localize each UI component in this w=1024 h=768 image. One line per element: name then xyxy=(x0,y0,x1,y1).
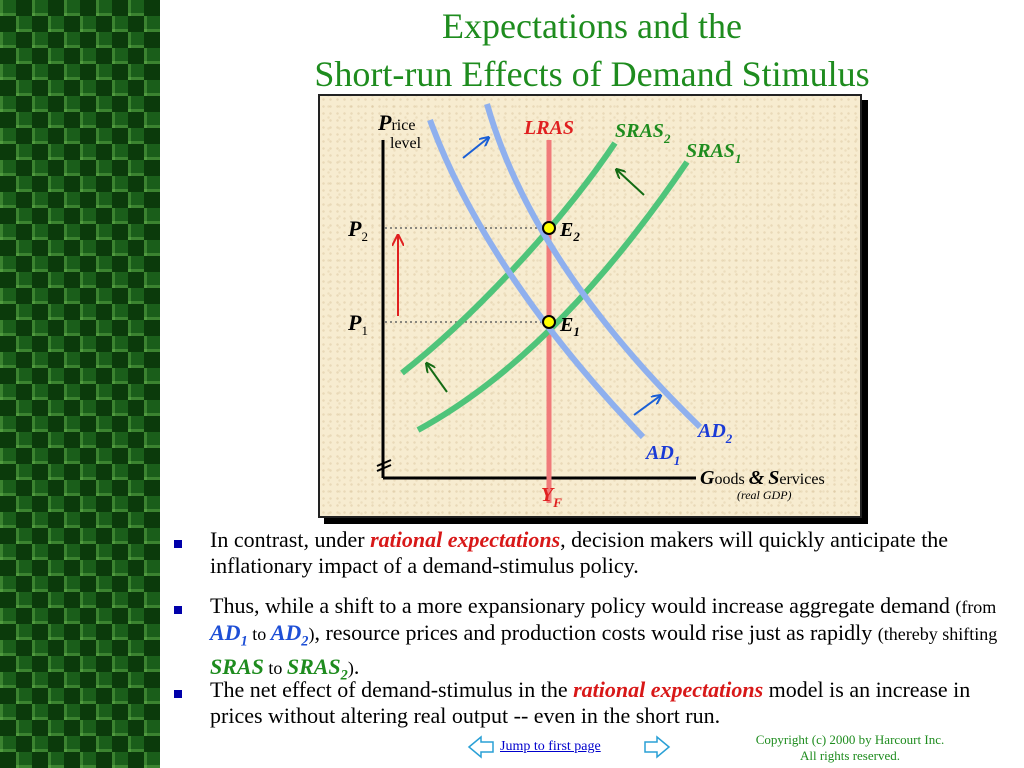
slide-title-line2: Short-run Effects of Demand Stimulus xyxy=(314,54,870,94)
ad2-curve xyxy=(484,103,703,430)
sras-shift-arrow-icon-bottom xyxy=(427,364,448,393)
axis-break-icon xyxy=(376,459,392,472)
sras1-label: SRAS1 xyxy=(686,140,741,166)
ad-shift-arrow-icon-bottom xyxy=(633,396,660,416)
bullet-text-1: In contrast, under rational expectations… xyxy=(210,527,949,578)
p2-label: P2 xyxy=(347,216,368,244)
copyright-notice: Copyright (c) 2000 by Harcourt Inc. All … xyxy=(700,732,1000,764)
decorative-sidebar xyxy=(0,0,160,768)
sras-shift-arrow-icon-top xyxy=(617,170,645,196)
y-axis-label-line2: level xyxy=(390,135,422,152)
y-axis-label: Price xyxy=(377,110,415,135)
sras2-curve xyxy=(400,141,618,376)
e2-label: E2 xyxy=(559,219,580,244)
ad1-curve xyxy=(427,118,646,440)
bullet-text-3: The net effect of demand-stimulus in the… xyxy=(210,677,971,728)
ad2-label: AD2 xyxy=(696,420,733,446)
copyright-line1: Copyright (c) 2000 by Harcourt Inc. xyxy=(755,732,945,747)
bullet-marker-icon xyxy=(174,540,182,548)
e1-label: E1 xyxy=(559,314,580,339)
p1-label: P1 xyxy=(347,310,368,338)
copyright-line2: All rights reserved. xyxy=(799,748,900,763)
next-arrow-icon[interactable] xyxy=(643,735,671,759)
jump-to-first-page-link[interactable]: Jump to first page xyxy=(500,739,601,754)
ad-shift-arrow-icon-top xyxy=(462,138,488,159)
equilibrium-point-e2 xyxy=(542,221,556,235)
slide-title-line1: Expectations and the xyxy=(442,6,742,46)
sras1-curve xyxy=(416,160,690,433)
ad1-label: AD1 xyxy=(644,442,680,468)
bullet-marker-icon xyxy=(174,606,182,614)
prev-arrow-icon[interactable] xyxy=(467,735,495,759)
x-axis-sublabel: (real GDP) xyxy=(737,488,792,502)
lras-label: LRAS xyxy=(523,117,574,139)
equilibrium-point-e1 xyxy=(542,315,556,329)
yf-label: YF xyxy=(541,484,562,510)
sras2-label: SRAS2 xyxy=(615,120,671,146)
x-axis-label: Goods & Services xyxy=(700,467,825,489)
bullet-marker-icon xyxy=(174,690,182,698)
bullet-text-2: Thus, while a shift to a more expansiona… xyxy=(210,593,998,684)
